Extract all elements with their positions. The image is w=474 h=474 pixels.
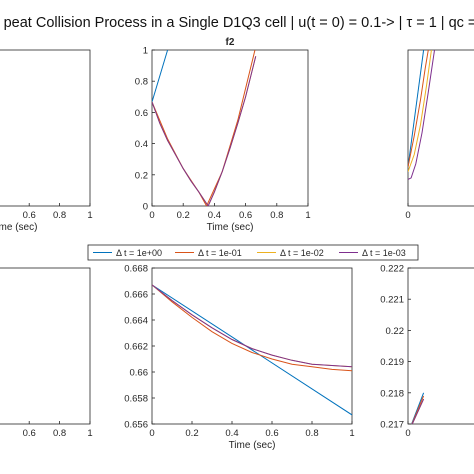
x-axis-label: Time (sec) — [229, 440, 276, 451]
series-line-4 — [152, 56, 257, 206]
legend-label-1: Δ t = 1e+00 — [116, 248, 162, 258]
y-tick-label: 0.66 — [130, 368, 149, 379]
x-tick-label: 0.8 — [270, 210, 283, 221]
x-tick-label: 0.6 — [265, 428, 278, 439]
series-line-2 — [152, 50, 256, 206]
y-tick-label: 0.6 — [135, 108, 148, 119]
plot-bottom-right: 00.217 0.218 0.219 0.22 0.221 0.222 — [380, 264, 474, 439]
x-tick-label: 0.6 — [239, 210, 252, 221]
x-tick-label: 0.8 — [305, 428, 318, 439]
y-tick-label: 0.219 — [380, 357, 404, 368]
axes-frame — [151, 267, 353, 425]
series-line-2 — [408, 50, 429, 168]
series-line-1 — [152, 284, 352, 416]
x-tick-label: 1 — [305, 210, 310, 221]
x-tick-label: 1 — [87, 428, 92, 439]
x-tick-label: 0 — [405, 210, 410, 221]
plot-title: f2 — [226, 37, 235, 48]
x-axis-label: Time (sec) — [207, 222, 254, 233]
axes-frame — [407, 267, 474, 425]
series-line-2 — [411, 395, 425, 424]
plot-top-left: 0.6 0.8 1 Time (sec) — [0, 49, 93, 233]
x-tick-label: 0.6 — [23, 428, 36, 439]
x-tick-label: 1 — [87, 210, 92, 221]
y-tick-label: 0.2 — [135, 170, 148, 181]
axes-frame — [407, 49, 474, 207]
y-tick-label: 0.8 — [135, 77, 148, 88]
series-line-4 — [152, 284, 352, 368]
x-tick-label: 0.6 — [23, 210, 36, 221]
x-tick-label: 0.8 — [53, 428, 66, 439]
legend-label-3: Δ t = 1e-02 — [280, 248, 324, 258]
plot-top-right: 0 — [405, 49, 474, 221]
series-line-1 — [152, 50, 169, 103]
series-line-3 — [408, 50, 432, 172]
y-tick-label: 0.666 — [124, 290, 148, 301]
x-tick-label: 0.8 — [53, 210, 66, 221]
y-tick-label: 0.218 — [380, 388, 404, 399]
y-tick-label: 0.22 — [386, 326, 405, 337]
y-tick-label: 0.222 — [380, 264, 404, 275]
x-axis-label: Time (sec) — [0, 222, 37, 233]
y-tick-label: 0.221 — [380, 295, 404, 306]
y-tick-label: 0.668 — [124, 264, 148, 275]
series-line-4 — [408, 50, 436, 180]
series-line-4 — [411, 398, 425, 424]
legend-label-4: Δ t = 1e-03 — [362, 248, 406, 258]
series-line-2 — [152, 284, 352, 372]
x-tick-label: 0.4 — [208, 210, 221, 221]
x-tick-label: 0 — [149, 428, 154, 439]
y-tick-label: 0.4 — [135, 139, 148, 150]
y-tick-label: 0.664 — [124, 316, 148, 327]
y-tick-label: 0.656 — [124, 420, 148, 431]
legend-box — [87, 244, 419, 261]
x-tick-label: 0 — [149, 210, 154, 221]
y-tick-label: 0.658 — [124, 394, 148, 405]
axes-frame — [151, 49, 309, 207]
legend: Δ t = 1e+00 Δ t = 1e-01 Δ t = 1e-02 Δ t … — [87, 244, 419, 261]
x-tick-label: 1 — [349, 428, 354, 439]
x-tick-label: 0 — [405, 428, 410, 439]
y-tick-label: 0.662 — [124, 342, 148, 353]
y-tick-label: 0.217 — [380, 420, 404, 431]
series-line-1 — [411, 392, 425, 424]
legend-label-2: Δ t = 1e-01 — [198, 248, 242, 258]
figure-title: peat Collision Process in a Single D1Q3 … — [4, 15, 474, 31]
plot-top-center: 0 0.2 0.4 0.6 0.8 1 0 0.2 0.4 0.6 0.8 1 Time (sec) f2 — [135, 37, 311, 233]
axes-frame — [0, 267, 91, 425]
plot-bottom-left: 0.6 0.8 1 — [0, 267, 93, 439]
y-tick-label: 1 — [143, 46, 148, 57]
series-line-1 — [408, 50, 425, 168]
axes-frame — [0, 49, 91, 207]
x-tick-label: 0.4 — [225, 428, 238, 439]
x-tick-label: 0.2 — [177, 210, 190, 221]
x-tick-label: 0.2 — [185, 428, 198, 439]
plot-bottom-center: 0 0.2 0.4 0.6 0.8 1 0.656 0.658 0.66 0.662 0.664 0.… — [124, 264, 354, 452]
y-tick-label: 0 — [143, 202, 148, 213]
